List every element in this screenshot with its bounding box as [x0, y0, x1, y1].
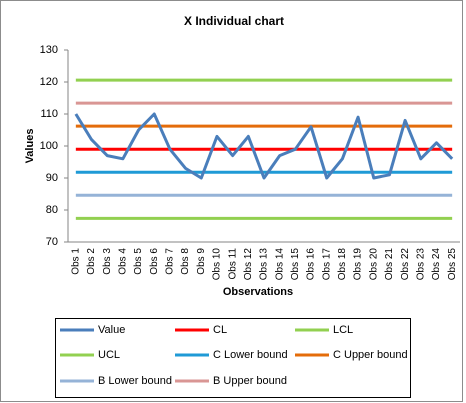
x-tick-label: Obs 20 [368, 248, 379, 281]
legend-label: B Lower bound [98, 375, 172, 387]
x-tick-label: Obs 16 [306, 248, 317, 281]
x-tick-label: Obs 10 [212, 248, 223, 281]
chart-title: X Individual chart [184, 14, 284, 28]
legend-label: Value [98, 324, 125, 336]
x-tick-label: Obs 24 [431, 248, 442, 281]
y-tick-label: 110 [40, 108, 58, 120]
legend-label: LCL [333, 324, 353, 336]
x-tick-label: Obs 5 [133, 248, 144, 275]
x-tick-label: Obs 21 [384, 248, 395, 281]
y-axis-title: Values [24, 129, 36, 164]
x-tick-label: Obs 9 [196, 248, 207, 275]
x-tick-label: Obs 22 [400, 248, 411, 281]
x-tick-label: Obs 11 [227, 248, 238, 280]
x-tick-label: Obs 17 [321, 248, 332, 281]
x-tick-label: Obs 25 [447, 248, 458, 281]
x-tick-label: Obs 8 [180, 248, 191, 275]
y-tick-label: 120 [40, 76, 58, 88]
y-tick-label: 70 [46, 236, 58, 248]
x-tick-label: Obs 19 [353, 248, 364, 281]
x-tick-label: Obs 2 [86, 248, 97, 275]
x-tick-label: Obs 18 [337, 248, 348, 281]
legend-label: C Upper bound [333, 349, 408, 361]
x-tick-label: Obs 3 [102, 248, 113, 275]
x-tick-label: Obs 7 [165, 248, 176, 275]
x-tick-label: Obs 15 [290, 248, 301, 281]
x-tick-label: Obs 6 [149, 248, 160, 275]
legend-label: B Upper bound [213, 375, 287, 387]
x-tick-label: Obs 4 [118, 248, 129, 275]
y-tick-label: 100 [40, 140, 58, 152]
y-tick-label: 80 [46, 204, 58, 216]
x-tick-label: Obs 13 [259, 248, 270, 281]
x-axis-title: Observations [223, 286, 293, 298]
series-line [74, 112, 454, 180]
x-tick-label: Obs 14 [274, 248, 285, 281]
y-tick-label: 90 [46, 172, 58, 184]
legend-box [55, 318, 411, 398]
x-tick-label: Obs 12 [243, 248, 254, 281]
legend-label: UCL [98, 349, 120, 361]
legend-label: C Lower bound [213, 349, 288, 361]
y-tick-label: 130 [40, 44, 58, 56]
legend-label: CL [213, 324, 227, 336]
x-tick-label: Obs 23 [415, 248, 426, 281]
x-tick-label: Obs 1 [70, 248, 81, 275]
